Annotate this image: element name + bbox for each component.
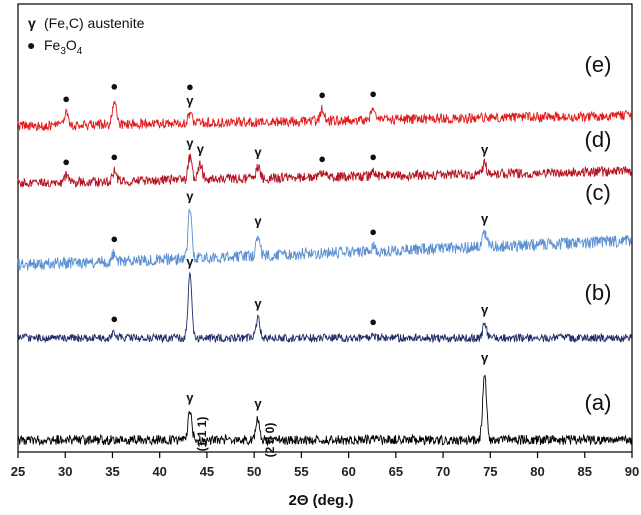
peak-mark-magnetite: ● xyxy=(110,231,118,246)
peak-mark-magnetite: ● xyxy=(369,86,377,101)
peak-mark-magnetite: ● xyxy=(62,91,70,106)
peak-mark-magnetite: ● xyxy=(186,79,194,94)
x-tick-label: 80 xyxy=(530,464,544,479)
peak-mark-magnetite: ● xyxy=(110,149,118,164)
series-line-b xyxy=(17,271,633,344)
peak-mark-austenite: γ xyxy=(254,296,262,311)
x-tick-label: 50 xyxy=(247,464,261,479)
x-tick-label: 85 xyxy=(578,464,592,479)
x-tick-label: 45 xyxy=(200,464,214,479)
peak-mark-austenite: γ xyxy=(481,142,489,157)
legend-fe: Fe xyxy=(44,37,61,53)
peak-marks-layer: (a)γ(1 1 1)γ(2 0 0)γ(b)●γγ●γ(c)●γγ●γ(d)●… xyxy=(62,52,611,457)
series-label-e: (e) xyxy=(585,52,612,77)
peak-mark-austenite: γ xyxy=(186,188,194,203)
x-tick-label: 60 xyxy=(341,464,355,479)
peak-mark-magnetite: ● xyxy=(110,311,118,326)
legend-symbol-magnetite: ● xyxy=(27,37,35,53)
peak-mark-magnetite: ● xyxy=(369,314,377,329)
series-layer xyxy=(17,99,633,447)
hkl-label: (2 0 0) xyxy=(263,423,277,458)
x-tick-label: 30 xyxy=(58,464,72,479)
series-label-c: (c) xyxy=(585,180,611,205)
x-tick-label: 25 xyxy=(11,464,25,479)
series-label-b: (b) xyxy=(585,280,612,305)
peak-mark-magnetite: ● xyxy=(62,154,70,169)
peak-mark-austenite: γ xyxy=(481,302,489,317)
legend-o: O xyxy=(66,37,77,53)
peak-mark-magnetite: ● xyxy=(369,149,377,164)
peak-mark-austenite: γ xyxy=(254,396,262,411)
peak-mark-magnetite: ● xyxy=(318,87,326,102)
x-axis: 25 30 35 40 45 50 55 60 65 70 75 80 85 90 xyxy=(11,452,639,479)
peak-mark-magnetite: ● xyxy=(110,78,118,93)
x-tick-label: 40 xyxy=(152,464,166,479)
x-tick-label: 70 xyxy=(436,464,450,479)
x-tick-label: 90 xyxy=(625,464,639,479)
series-label-d: (d) xyxy=(585,127,612,152)
series-line-a xyxy=(17,374,633,447)
peak-mark-austenite: γ xyxy=(254,214,262,229)
peak-mark-austenite: γ xyxy=(186,136,194,151)
peak-mark-austenite: γ xyxy=(481,350,489,365)
x-axis-label: 2Θ (deg.) xyxy=(288,492,353,509)
legend: γ (Fe,C) austenite ● Fe3O4 xyxy=(27,15,145,57)
x-tick-label: 65 xyxy=(389,464,403,479)
legend-symbol-austenite: γ xyxy=(28,15,36,31)
peak-mark-magnetite: ● xyxy=(318,151,326,166)
legend-label-magnetite: Fe3O4 xyxy=(44,37,83,57)
x-tick-label: 55 xyxy=(294,464,308,479)
peak-mark-austenite: γ xyxy=(186,254,194,269)
peak-mark-austenite: γ xyxy=(186,390,194,405)
peak-mark-austenite: γ xyxy=(186,93,194,108)
series-line-c xyxy=(17,208,633,271)
peak-mark-austenite: γ xyxy=(481,211,489,226)
x-tick-label: 35 xyxy=(105,464,119,479)
peak-mark-magnetite: ● xyxy=(369,224,377,239)
series-line-d xyxy=(17,153,633,188)
peak-mark-austenite: γ xyxy=(197,141,205,156)
series-label-a: (a) xyxy=(585,390,612,415)
series-line-e xyxy=(17,99,633,132)
legend-sub-4: 4 xyxy=(77,46,83,57)
peak-mark-austenite: γ xyxy=(254,144,262,159)
x-tick-label: 75 xyxy=(483,464,497,479)
legend-label-austenite: (Fe,C) austenite xyxy=(44,15,145,31)
plot-frame xyxy=(17,3,633,453)
legend-sub-3: 3 xyxy=(60,46,66,57)
hkl-label: (1 1 1) xyxy=(195,417,209,452)
